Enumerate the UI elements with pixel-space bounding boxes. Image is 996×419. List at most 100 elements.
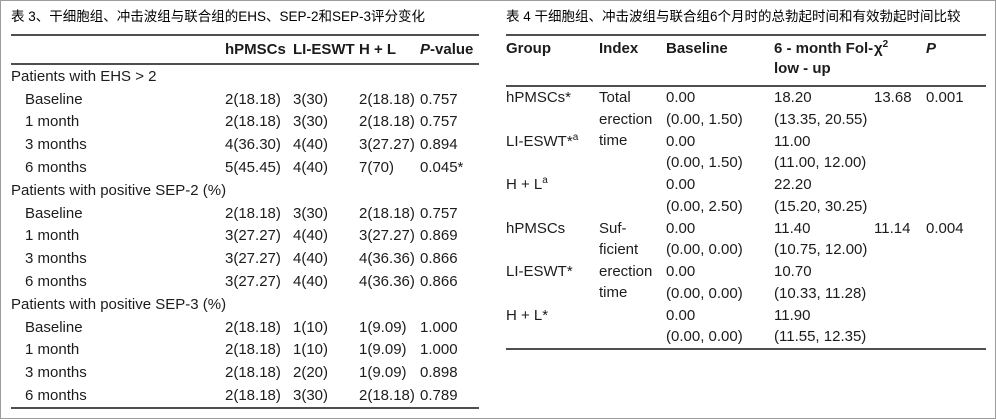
- table-row: 3 months 3(27.27) 4(40) 4(36.36) 0.866: [11, 247, 479, 270]
- cell: 5(45.45): [225, 159, 281, 177]
- cell: 2(18.18): [225, 364, 281, 382]
- cell: 1(9.09): [359, 341, 407, 359]
- section-header-row: Patients with positive SEP-3 (%): [11, 293, 479, 316]
- cell: 3(30): [293, 204, 329, 222]
- row-label: 3 months: [25, 250, 87, 268]
- followup-cell: 11.00 (11.00, 12.00): [774, 132, 867, 172]
- cell: 0.898: [420, 364, 458, 382]
- group-superscript: a: [572, 131, 579, 143]
- table-row: 6 months 5(45.45) 4(40) 7(70) 0.045*: [11, 156, 479, 179]
- col-header-chi-squared: χ2: [874, 35, 926, 87]
- cell: 2(18.18): [359, 113, 415, 131]
- cell: 2(18.18): [225, 90, 281, 108]
- row-label: 6 months: [25, 273, 87, 291]
- table-row: 3 months 2(18.18) 2(20) 1(9.09) 0.898: [11, 361, 479, 384]
- p-cell: 0.004: [926, 219, 964, 237]
- cell: 2(18.18): [359, 387, 415, 405]
- table-row: H + L* 0.00 (0.00, 0.00) 11.90 (11.55, 1…: [506, 305, 986, 350]
- baseline-cell: 0.00 (0.00, 0.00): [666, 219, 743, 259]
- group-cell: H + L*: [506, 306, 549, 324]
- cell: 4(40): [293, 227, 329, 245]
- row-label: 6 months: [25, 387, 87, 405]
- table4-title: 表 4 干细胞组、冲击波组与联合组6个月时的总勃起时间和有效勃起时间比较: [506, 9, 961, 24]
- chi-squared-cell: [874, 261, 926, 305]
- baseline-cell: 0.00 (0.00, 1.50): [666, 89, 743, 128]
- cell: 3(27.27): [359, 136, 415, 154]
- section-header-row: Patients with EHS > 2: [11, 64, 479, 88]
- col-header-lieswt: LI-ESWT: [293, 35, 359, 65]
- index-cell: Total erection time: [599, 89, 653, 149]
- p-cell: [926, 305, 986, 350]
- col-header-pvalue: P-value: [420, 35, 479, 65]
- table-row: 6 months 3(27.27) 4(40) 4(36.36) 0.866: [11, 270, 479, 293]
- table-row: hPMSCs* Total erection time 0.00 (0.00, …: [506, 86, 986, 149]
- cell: 2(18.18): [359, 90, 415, 108]
- row-label: 1 month: [25, 113, 80, 131]
- cell: 3(27.27): [225, 250, 281, 268]
- section-header-row: Patients with positive SEP-2 (%): [11, 179, 479, 202]
- table-row: 1 month 2(18.18) 3(30) 2(18.18) 0.757: [11, 111, 479, 134]
- cell: 0.869: [420, 227, 458, 245]
- cell: 2(18.18): [359, 204, 415, 222]
- cell: 1.000: [420, 318, 458, 336]
- col-header-index: Index: [599, 35, 666, 87]
- table-row: Baseline 2(18.18) 3(30) 2(18.18) 0.757: [11, 202, 479, 225]
- cell: 2(18.18): [225, 318, 281, 336]
- cell: 1.000: [420, 341, 458, 359]
- cell: 3(27.27): [225, 227, 281, 245]
- group-cell: LI-ESWT*: [506, 263, 573, 280]
- p-cell: 0.001: [926, 89, 964, 106]
- cell: 0.757: [420, 204, 458, 222]
- cell: 2(18.18): [225, 387, 281, 405]
- table-row: Baseline 2(18.18) 3(30) 2(18.18) 0.757: [11, 88, 479, 111]
- table4-header-row: Group Index Baseline 6 - month Fol- low …: [506, 35, 986, 87]
- table3-header-row: hPMSCs LI-ESWT H + L P-value: [11, 35, 479, 65]
- cell: 0.894: [420, 136, 458, 154]
- row-label: 6 months: [25, 159, 87, 177]
- index-cell: Suf- ficient erection time: [599, 219, 653, 302]
- cell: 4(40): [293, 159, 329, 177]
- col-header-group: Group: [506, 35, 599, 87]
- cell: 1(10): [293, 341, 329, 359]
- table-row: 6 months 2(18.18) 3(30) 2(18.18) 0.789: [11, 384, 479, 408]
- p-cell: [926, 131, 986, 175]
- section-header: Patients with EHS > 2: [11, 67, 157, 85]
- table-row: 1 month 2(18.18) 1(10) 1(9.09) 1.000: [11, 339, 479, 362]
- chi-squared-cell: 11.14: [874, 219, 911, 237]
- followup-cell: 22.20 (15.20, 30.25): [774, 176, 868, 215]
- baseline-cell: 0.00 (0.00, 0.00): [666, 263, 743, 302]
- col-header-hpmscs: hPMSCs: [225, 35, 293, 65]
- chi-squared-cell: [874, 174, 926, 218]
- followup-cell: 11.40 (10.75, 12.00): [774, 219, 868, 259]
- p-cell: [926, 174, 986, 218]
- cell: 3(27.27): [225, 273, 281, 291]
- table3: hPMSCs LI-ESWT H + L P-value Patients wi…: [11, 34, 479, 409]
- cell: 3(30): [293, 113, 329, 131]
- chi-squared-cell: 13.68: [874, 89, 912, 106]
- row-label: 3 months: [25, 136, 87, 154]
- table4: Group Index Baseline 6 - month Fol- low …: [506, 34, 986, 350]
- table-row: 1 month 3(27.27) 4(40) 3(27.27) 0.869: [11, 225, 479, 248]
- chi-squared-cell: [874, 305, 926, 350]
- cell: 2(20): [293, 364, 329, 382]
- table3-panel: 表 3、干细胞组、冲击波组与联合组的EHS、SEP-2和SEP-3评分变化 hP…: [11, 7, 479, 409]
- table-row: LI-ESWT* 0.00 (0.00, 0.00) 10.70 (10.33,…: [506, 261, 986, 305]
- cell: 1(9.09): [359, 318, 407, 336]
- baseline-cell: 0.00 (0.00, 2.50): [666, 176, 743, 215]
- cell: 4(40): [293, 250, 329, 268]
- cell: 0.045*: [420, 159, 464, 177]
- cell: 1(9.09): [359, 364, 407, 382]
- cell: 4(40): [293, 136, 329, 154]
- col-header-p: P: [926, 35, 986, 87]
- table3-title: 表 3、干细胞组、冲击波组与联合组的EHS、SEP-2和SEP-3评分变化: [11, 9, 426, 24]
- cell: 3(27.27): [359, 227, 415, 245]
- cell: 3(30): [293, 90, 329, 108]
- row-label: 1 month: [25, 227, 80, 245]
- table-row: LI-ESWT*a 0.00 (0.00, 1.50) 11.00 (11.00…: [506, 131, 986, 175]
- cell: 0.789: [420, 387, 458, 405]
- group-cell: H + La: [506, 175, 548, 194]
- table4-panel: 表 4 干细胞组、冲击波组与联合组6个月时的总勃起时间和有效勃起时间比较 Gro…: [506, 7, 986, 350]
- col-header-hl: H + L: [359, 35, 420, 65]
- cell: 0.866: [420, 250, 458, 268]
